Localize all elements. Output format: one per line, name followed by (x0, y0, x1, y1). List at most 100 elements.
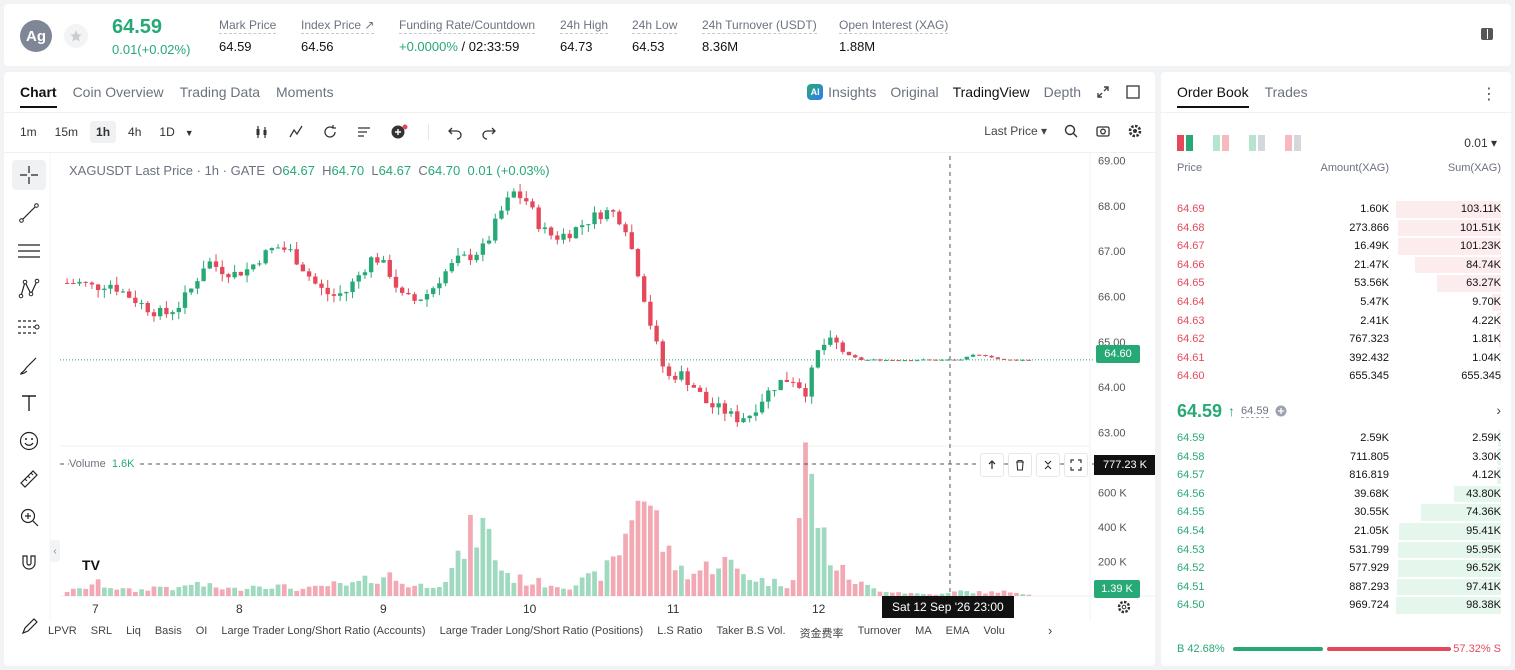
redo-icon[interactable] (481, 124, 497, 140)
price-type-select[interactable]: Last Price ▾ (984, 124, 1047, 138)
crosshair-tool[interactable] (12, 160, 46, 190)
ask-row[interactable]: 64.65 53.56K 63.27K (1161, 274, 1511, 293)
gear-icon[interactable] (1127, 123, 1143, 139)
bid-row[interactable]: 64.54 21.05K 95.41K (1161, 522, 1511, 541)
ask-row[interactable]: 64.62 767.323 1.81K (1161, 330, 1511, 349)
volume-bar (325, 586, 331, 596)
indicator-item[interactable]: Volu (983, 625, 1005, 637)
bid-row[interactable]: 64.55 30.55K 74.36K (1161, 503, 1511, 522)
favorite-button[interactable] (64, 24, 88, 48)
tab-tradingview[interactable]: TradingView (952, 84, 1030, 100)
volume-bar (753, 581, 759, 596)
tab-chart[interactable]: Chart (20, 84, 57, 108)
mode-mixed-icon[interactable] (1213, 135, 1229, 151)
delete-button[interactable] (1008, 453, 1032, 477)
tab-coin-overview[interactable]: Coin Overview (72, 84, 164, 100)
zoom-tool[interactable] (12, 502, 46, 532)
volume-bar (157, 586, 163, 596)
bid-row[interactable]: 64.58 711.805 3.30K (1161, 448, 1511, 467)
indicator-item[interactable]: 资金费率 (799, 628, 844, 640)
axis-settings-button[interactable] (1116, 599, 1132, 620)
tab-trades[interactable]: Trades (1264, 84, 1308, 100)
fib-tool[interactable] (12, 236, 46, 266)
bid-row[interactable]: 64.57 816.819 4.12K (1161, 466, 1511, 485)
volume-legend: Volume 1.6K (69, 458, 139, 470)
forecast-tool[interactable] (12, 312, 46, 342)
tab-trading-data[interactable]: Trading Data (179, 84, 261, 100)
indicator-item[interactable]: OI (195, 625, 208, 637)
tab-depth[interactable]: Depth (1043, 84, 1081, 100)
ask-row[interactable]: 64.66 21.47K 84.74K (1161, 256, 1511, 275)
tab-insights[interactable]: AI Insights (807, 84, 876, 100)
camera-icon[interactable] (1095, 123, 1111, 139)
bid-row[interactable]: 64.52 577.929 96.52K (1161, 559, 1511, 578)
indicator-item[interactable]: Turnover (857, 625, 902, 637)
chevron-right-icon[interactable]: › (1496, 402, 1501, 418)
undo-icon[interactable] (447, 124, 463, 140)
brush-tool[interactable] (12, 350, 46, 380)
tab-moments[interactable]: Moments (276, 84, 334, 100)
indicator-item[interactable]: L.S Ratio (657, 625, 703, 637)
replay-icon[interactable] (322, 124, 338, 140)
expand-icon[interactable] (1095, 84, 1111, 100)
candle-icon[interactable] (254, 124, 270, 140)
indicator-item[interactable]: Basis (154, 625, 182, 637)
mode-bids-icon[interactable] (1249, 135, 1265, 151)
ask-row[interactable]: 64.69 1.60K 103.11K (1161, 200, 1511, 219)
trend-line-tool[interactable] (12, 198, 46, 228)
bid-row[interactable]: 64.56 39.68K 43.80K (1161, 485, 1511, 504)
window-icon[interactable] (1125, 84, 1141, 100)
interval-1m[interactable]: 1m (20, 125, 37, 139)
indicator-item[interactable]: EMA (945, 625, 970, 637)
candle-body (896, 360, 901, 362)
book-icon[interactable] (1479, 26, 1495, 47)
bid-row[interactable]: 64.51 887.293 97.41K (1161, 578, 1511, 597)
precision-select[interactable]: 0.01 ▾ (1464, 136, 1497, 150)
ask-row[interactable]: 64.63 2.41K 4.22K (1161, 312, 1511, 331)
emoji-tool[interactable] (12, 426, 46, 456)
search-icon[interactable] (1063, 123, 1079, 139)
indicator-item[interactable]: MA (915, 625, 932, 637)
interval-15m[interactable]: 15m (54, 125, 79, 139)
ask-row[interactable]: 64.64 5.47K 9.70K (1161, 293, 1511, 312)
ask-row[interactable]: 64.68 273.866 101.51K (1161, 219, 1511, 238)
more-icon[interactable]: ⋮ (1481, 86, 1497, 103)
indicator-item[interactable]: Large Trader Long/Short Ratio (Positions… (439, 625, 644, 637)
chevron-right-icon[interactable]: › (1048, 623, 1053, 638)
mode-both-icon[interactable] (1177, 135, 1193, 151)
bid-row[interactable]: 64.59 2.59K 2.59K (1161, 429, 1511, 448)
tradingview-logo[interactable]: TV (74, 552, 108, 578)
indicator-icon[interactable] (288, 124, 304, 140)
collapse-button[interactable] (1036, 453, 1060, 477)
plus-alert-icon[interactable] (390, 124, 410, 140)
interval-1h[interactable]: 1h (90, 121, 117, 143)
indicator-item[interactable]: Liq (126, 625, 141, 637)
stat-index-price[interactable]: Index Price ↗ 64.56 (301, 18, 375, 54)
indicator-item[interactable]: LPVR (48, 625, 77, 637)
interval-1d[interactable]: 1D ▼ (153, 121, 199, 143)
mode-asks-icon[interactable] (1285, 135, 1301, 151)
text-tool[interactable] (12, 388, 46, 418)
magnet-tool[interactable] (12, 548, 46, 578)
stat-mark-price[interactable]: Mark Price 64.59 (219, 18, 277, 54)
interval-4h[interactable]: 4h (128, 125, 142, 139)
stat-funding-rate[interactable]: Funding Rate/Countdown +0.0000% / 02:33:… (399, 18, 536, 54)
indicator-item[interactable]: Taker B.S Vol. (716, 625, 786, 637)
indicator-item[interactable]: SRL (90, 625, 113, 637)
ask-row[interactable]: 64.61 392.432 1.04K (1161, 349, 1511, 368)
bid-row[interactable]: 64.53 531.799 95.95K (1161, 541, 1511, 560)
indicator-item[interactable]: Large Trader Long/Short Ratio (Accounts) (221, 625, 426, 637)
tab-original[interactable]: Original (890, 84, 939, 100)
pattern-tool[interactable] (12, 274, 46, 304)
fullscreen-button[interactable] (1064, 453, 1088, 477)
pencil-tool[interactable] (20, 616, 40, 641)
ruler-tool[interactable] (12, 464, 46, 494)
chevron-left-icon[interactable]: ‹ (50, 540, 60, 562)
tab-order-book[interactable]: Order Book (1177, 84, 1249, 108)
ask-row[interactable]: 64.60 655.345 655.345 (1161, 367, 1511, 386)
bid-row[interactable]: 64.50 969.724 98.38K (1161, 596, 1511, 615)
template-icon[interactable] (356, 124, 372, 140)
ask-row[interactable]: 64.67 16.49K 101.23K (1161, 237, 1511, 256)
arrow-up-button[interactable] (980, 453, 1004, 477)
